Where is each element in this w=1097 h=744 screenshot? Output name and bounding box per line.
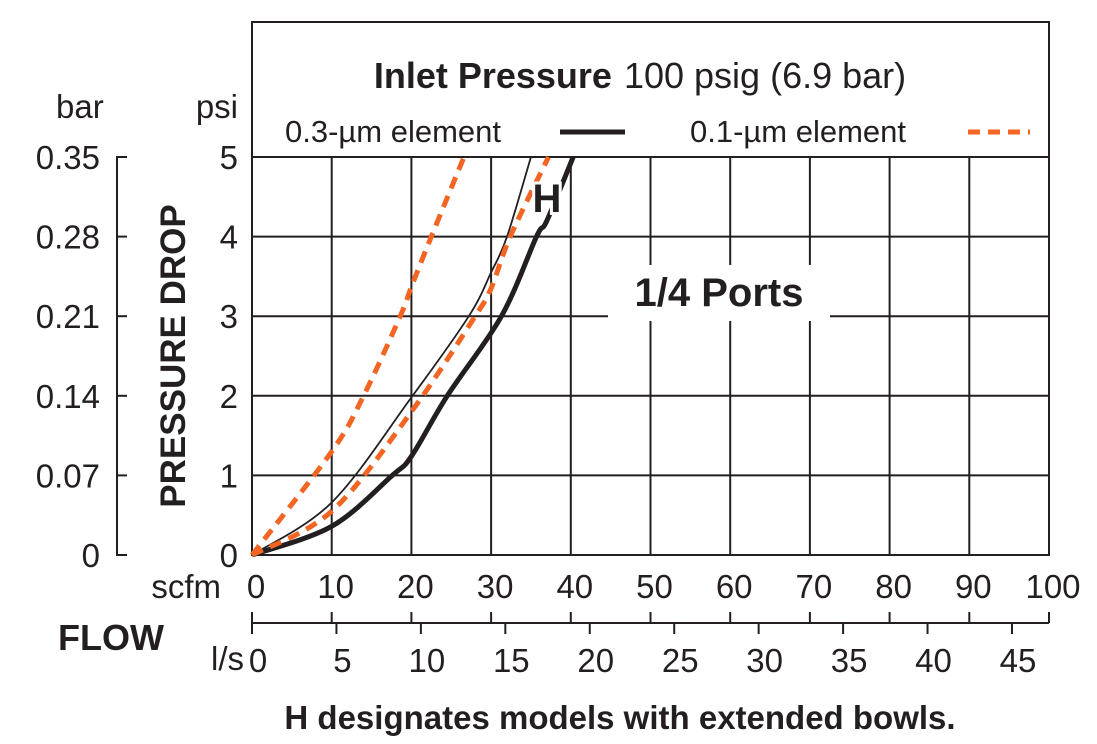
plot-frame bbox=[251, 21, 1050, 556]
x-tick-label: 90 bbox=[955, 568, 992, 605]
x-tick-label: 70 bbox=[796, 568, 833, 605]
x-tick-label: 100 bbox=[1025, 568, 1080, 605]
y2-tick-label: 0.14 bbox=[36, 378, 100, 415]
x-tick-label: 40 bbox=[556, 568, 593, 605]
y-tick-label: 2 bbox=[220, 378, 238, 415]
x2-tick-label: 25 bbox=[662, 642, 699, 679]
y-unit: psi bbox=[196, 88, 238, 125]
y2-tick-label: 0.28 bbox=[36, 219, 100, 256]
y-tick-label: 0 bbox=[220, 537, 238, 574]
x-tick-label: 0 bbox=[247, 568, 265, 605]
x2-tick-label: 30 bbox=[746, 642, 783, 679]
x2-tick-label: 10 bbox=[409, 642, 446, 679]
x-axis-label: FLOW bbox=[58, 617, 164, 658]
curves bbox=[250, 155, 576, 558]
x2-tick-label: 15 bbox=[493, 642, 530, 679]
x2-tick-label: 40 bbox=[915, 642, 952, 679]
ports-label: 1/4 Ports bbox=[635, 271, 804, 315]
y-tick-label: 5 bbox=[220, 139, 238, 176]
x2-tick-label: 45 bbox=[1000, 642, 1037, 679]
x-unit: scfm bbox=[151, 568, 221, 605]
y2-tick-label: 0 bbox=[82, 537, 100, 574]
title-bold: Inlet Pressure bbox=[374, 55, 612, 96]
y2-unit: bar bbox=[56, 88, 104, 125]
chart-title: Inlet Pressure 100 psig (6.9 bar) bbox=[374, 55, 906, 96]
y-tick-label: 1 bbox=[220, 457, 238, 494]
x-tick-label: 60 bbox=[716, 568, 753, 605]
x2-tick-label: 0 bbox=[249, 642, 267, 679]
ports-label-bg bbox=[608, 265, 830, 321]
x-tick-label: 20 bbox=[397, 568, 434, 605]
y2-axis-line bbox=[116, 156, 127, 556]
legend-label-1: 0.1-µm element bbox=[690, 114, 906, 149]
series-line-2 bbox=[250, 156, 467, 557]
legend-label-0: 0.3-µm element bbox=[285, 114, 501, 149]
x-tick-label: 80 bbox=[875, 568, 912, 605]
x-tick-label: 50 bbox=[636, 568, 673, 605]
title-rest: 100 psig (6.9 bar) bbox=[624, 55, 906, 96]
series-line-0 bbox=[251, 156, 576, 558]
y-axis-label: PRESSURE DROP bbox=[154, 204, 193, 507]
x2-tick-label: 20 bbox=[577, 642, 614, 679]
x-tick-label: 10 bbox=[317, 568, 354, 605]
y-tick-label: 3 bbox=[220, 298, 238, 335]
y2-tick-label: 0.21 bbox=[36, 298, 100, 335]
y2-tick-label: 0.35 bbox=[36, 139, 100, 176]
y2-tick-label: 0.07 bbox=[36, 457, 100, 494]
footnote: H designates models with extended bowls. bbox=[284, 699, 955, 736]
x-tick-label: 30 bbox=[477, 568, 514, 605]
y-ticks: 0 1 2 3 4 5 0 0.07 0.14 0.21 0.28 0.35 bbox=[36, 139, 238, 574]
y-tick-label: 4 bbox=[220, 219, 238, 256]
series-line-3 bbox=[250, 155, 551, 558]
x2-tick-label: 35 bbox=[831, 642, 868, 679]
series-line-1 bbox=[251, 156, 532, 556]
x2-tick-label: 5 bbox=[333, 642, 351, 679]
h-label: H bbox=[533, 177, 562, 221]
x-ticks: 0 10 20 30 40 50 60 70 80 90 100 0 5 10 15 20 25 30 35 40 45 bbox=[247, 568, 1081, 679]
x2-unit: l/s bbox=[211, 640, 244, 677]
